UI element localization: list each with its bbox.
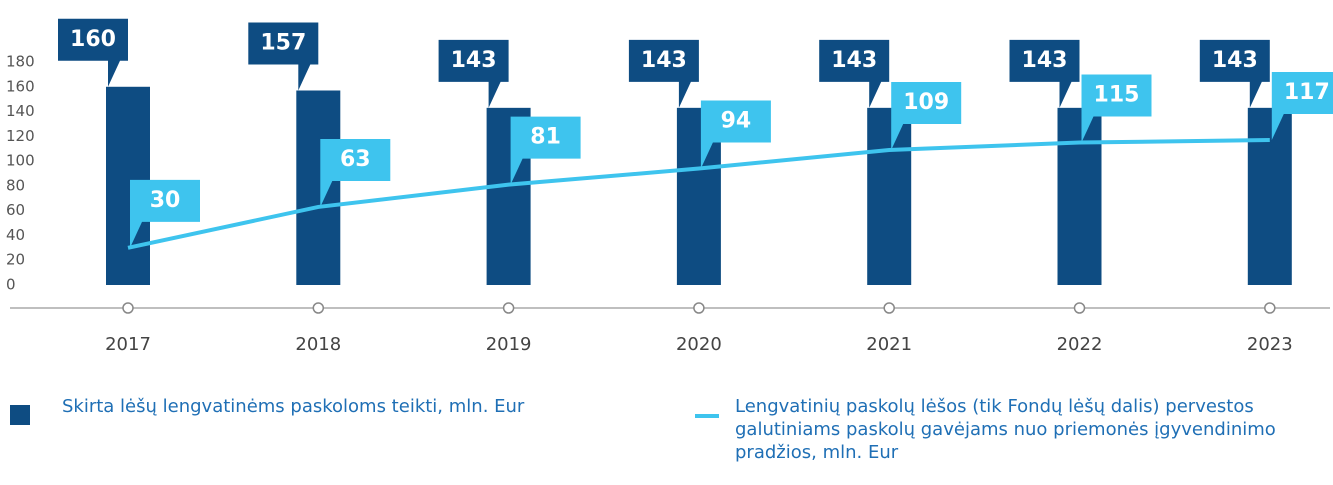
x-tick-label: 2022 [1057,334,1103,355]
line [127,138,1270,250]
y-tick-label: 100 [6,152,35,170]
data-label: 94 [721,109,752,134]
y-tick-label: 140 [6,102,35,120]
callout [891,81,962,150]
callout [1009,39,1080,108]
y-tick-label: 180 [6,53,35,71]
x-tick-marker [502,302,515,314]
data-label: 143 [451,48,497,73]
chart: 0 20 40 60 80 100 120 140 160 180 2017 2018 2019 2020… [6,18,1333,355]
y-tick-label: 80 [6,176,25,194]
x-tick-marker [122,302,134,314]
x-tick-label: 2017 [105,334,151,355]
data-label: 143 [641,48,687,73]
y-tick-label: 0 [6,276,16,294]
bar [867,107,912,285]
callout [320,138,391,207]
data-label: 81 [530,125,561,150]
x-tick-label: 2020 [676,334,722,355]
x-tick-label: 2023 [1247,334,1293,355]
y-tick-label: 160 [6,77,35,95]
callout [248,22,319,91]
data-label: 160 [70,27,116,52]
legend-swatch [695,414,719,418]
data-label: 63 [340,147,371,172]
x-tick-marker [1264,302,1276,314]
legend-swatch [10,405,30,425]
data-label: 143 [1212,48,1258,73]
callout [510,116,581,185]
bar [1247,107,1292,285]
x-tick-marker [693,302,705,314]
x-tick-marker [883,302,895,314]
data-label: 109 [903,90,949,115]
y-tick-label: 40 [6,226,25,244]
x-tick-label: 2021 [866,334,912,355]
y-tick-label: 60 [6,201,25,219]
callout [58,18,128,87]
y-tick-label: 20 [6,251,25,269]
data-label: 30 [150,188,181,213]
y-tick-label: 120 [6,127,35,145]
x-tick-label: 2018 [295,334,341,355]
x-tick-marker [1073,302,1086,314]
callout [1081,74,1152,143]
x-tick-label: 2019 [486,334,532,355]
bar [296,90,341,285]
callout [438,39,509,108]
data-label: 157 [260,30,306,55]
data-label: 143 [831,48,877,73]
bar [1057,107,1102,285]
x-tick-marker [312,302,325,314]
legend-label: Lengvatinių paskolų lėšos (tik Fondų lėš… [735,396,1276,463]
callout [819,39,890,108]
callout [1271,72,1333,141]
callout [1199,39,1270,108]
data-label: 115 [1094,83,1140,108]
callout [628,39,699,108]
callout [130,179,200,248]
callout [700,100,771,169]
data-label: 117 [1284,80,1330,105]
data-label: 143 [1022,48,1068,73]
legend-label: Skirta lėšų lengvatinėms paskoloms teikt… [62,396,525,417]
